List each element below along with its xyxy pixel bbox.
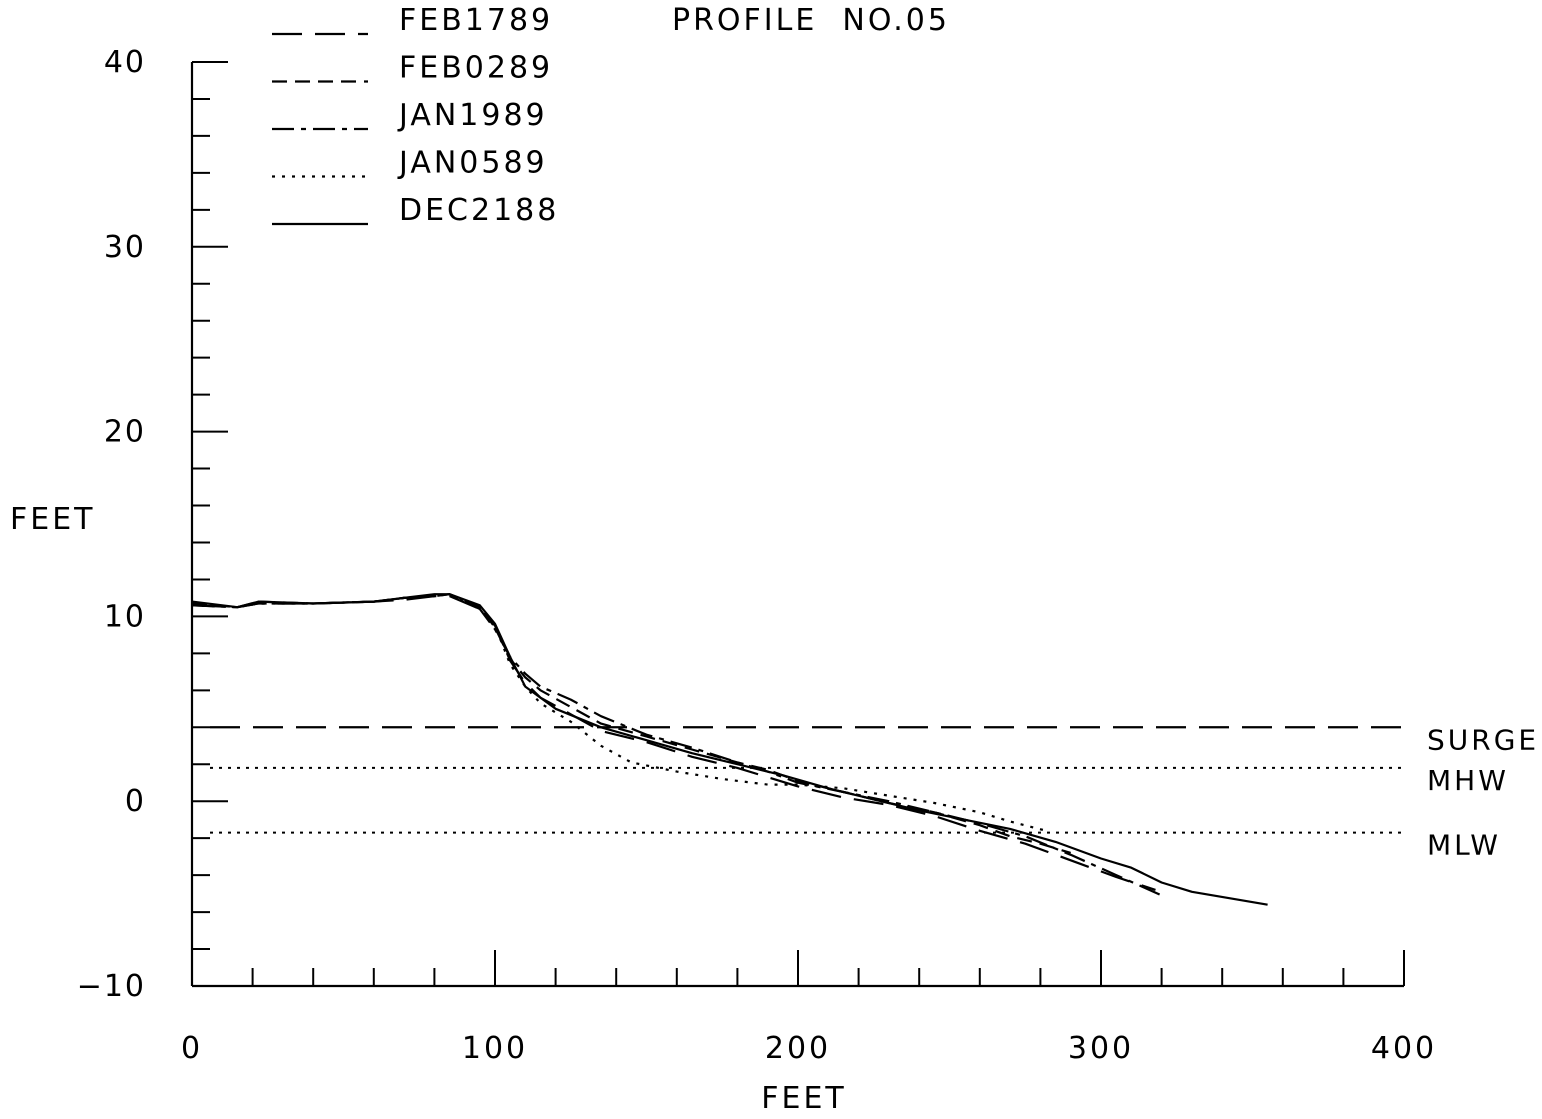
x-tick-label: 200 bbox=[765, 1031, 831, 1066]
legend: FEB1789 FEB0289 JAN1989 JAN0589 DEC2188 bbox=[272, 3, 559, 228]
reference-label-mlw: MLW bbox=[1427, 829, 1501, 862]
y-tick-label: 30 bbox=[104, 230, 146, 265]
y-tick-label: 0 bbox=[125, 784, 146, 819]
legend-label-dec2188: DEC2188 bbox=[399, 193, 559, 228]
legend-label-feb0289: FEB0289 bbox=[399, 51, 553, 86]
reference-label-mhw: MHW bbox=[1427, 764, 1509, 797]
x-tick-label: 100 bbox=[462, 1031, 528, 1066]
x-axis-label: FEET bbox=[761, 1081, 847, 1116]
chart-title: PROFILE NO.05 bbox=[672, 3, 950, 38]
x-tick-label: 400 bbox=[1371, 1031, 1437, 1066]
reference-lines: SURGE MHW MLW bbox=[210, 723, 1539, 862]
y-tick-label: 10 bbox=[104, 599, 146, 634]
x-tick-label: 0 bbox=[181, 1031, 203, 1066]
y-tick-label: 40 bbox=[104, 45, 146, 80]
x-tick-label: 300 bbox=[1068, 1031, 1134, 1066]
series-line-jan0589 bbox=[191, 593, 1047, 832]
series-line-dec2188 bbox=[191, 593, 1268, 906]
y-tick-label: 20 bbox=[104, 415, 146, 450]
y-tick-label: −10 bbox=[77, 969, 146, 1004]
y-axis-label: FEET bbox=[10, 502, 96, 537]
reference-label-surge: SURGE bbox=[1427, 723, 1539, 756]
legend-label-feb1789: FEB1789 bbox=[399, 3, 553, 38]
legend-label-jan1989: JAN1989 bbox=[397, 98, 548, 133]
data-series bbox=[191, 593, 1268, 906]
legend-label-jan0589: JAN0589 bbox=[397, 146, 548, 181]
